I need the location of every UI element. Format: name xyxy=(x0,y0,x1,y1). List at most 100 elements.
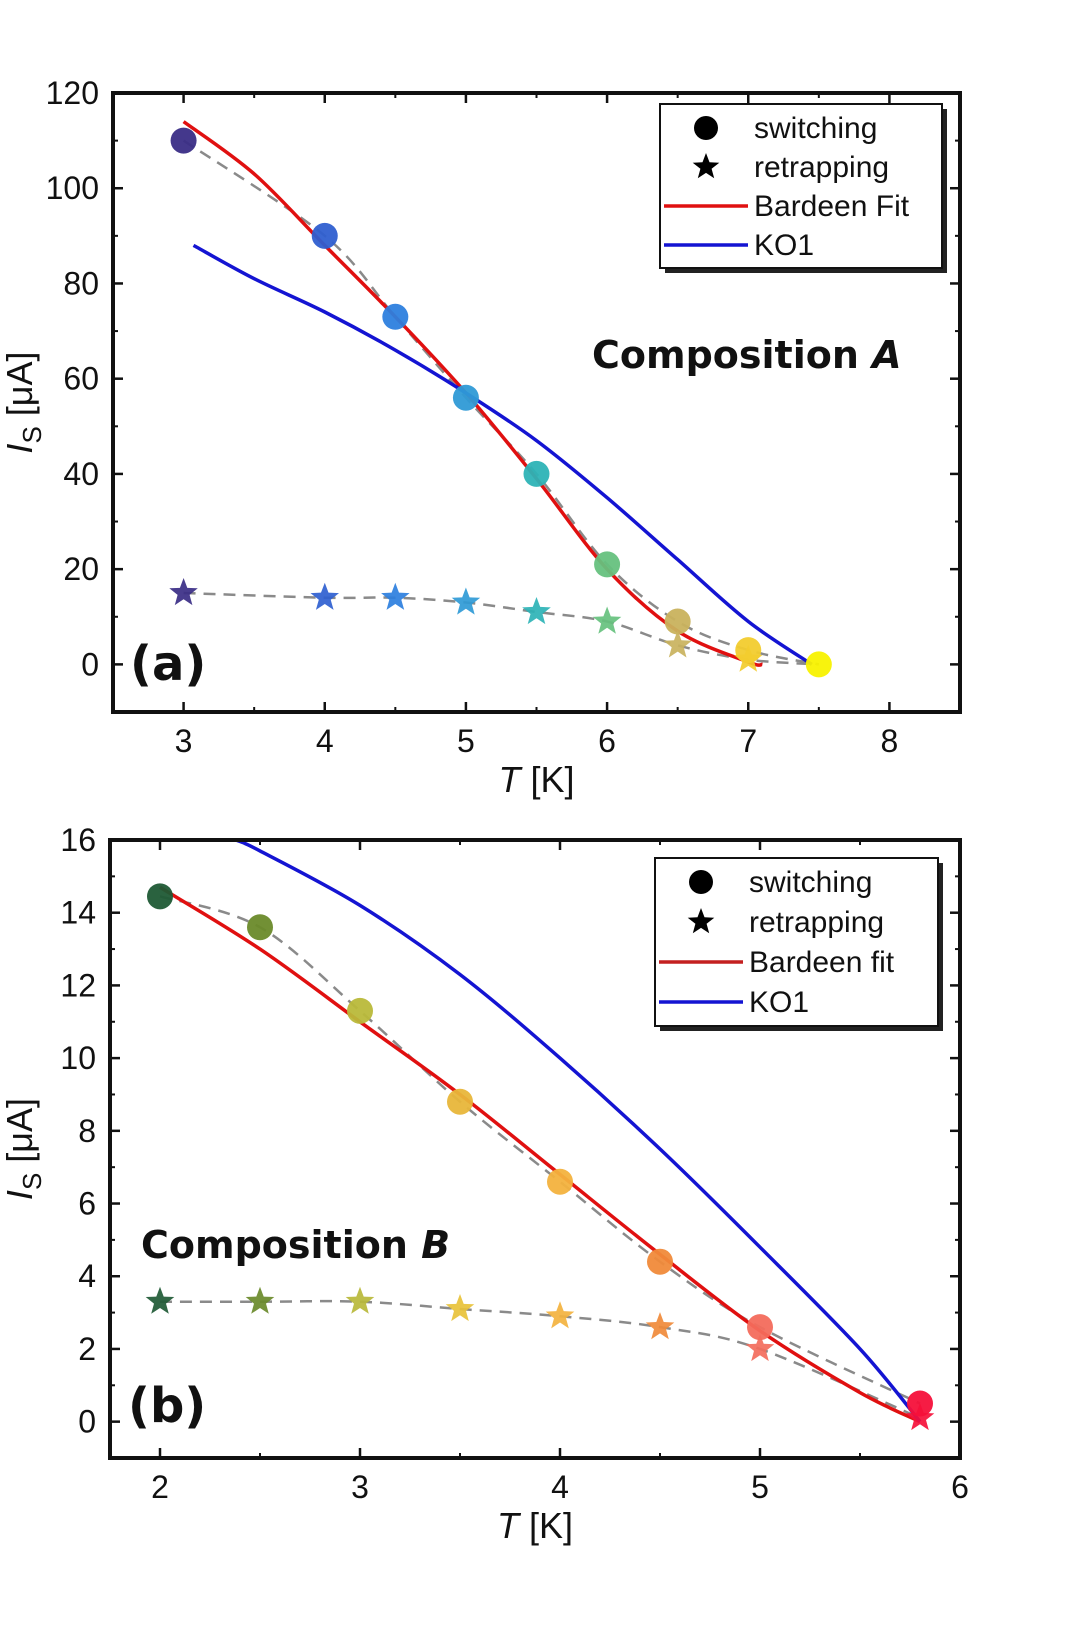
switching-point xyxy=(805,651,832,678)
y-axis-label-symbol: I xyxy=(0,444,40,454)
bardeen-fit-curve xyxy=(182,120,763,667)
x-tick-label: 5 xyxy=(457,723,475,759)
legend-retrapping-symbol xyxy=(687,908,715,934)
y-tick-label: 12 xyxy=(60,967,96,1003)
legend-retrapping-symbol xyxy=(692,153,720,179)
switching-point xyxy=(747,1314,773,1341)
retrapping-star xyxy=(745,1333,775,1362)
x-tick-label: 6 xyxy=(951,1469,969,1505)
y-axis-label-subscript: S xyxy=(17,426,47,443)
y-tick-label: 20 xyxy=(63,551,99,587)
y-axis-label: IS [μA] xyxy=(0,1098,47,1200)
switching-point xyxy=(311,222,338,249)
y-tick-label: 40 xyxy=(63,456,99,492)
composition-label-letter: A xyxy=(869,333,901,377)
retrapping-star xyxy=(522,597,551,625)
switching-point xyxy=(170,127,197,154)
legend-retrapping-label: retrapping xyxy=(749,906,884,939)
x-tick-label: 4 xyxy=(316,723,334,759)
y-axis-label-symbol: I xyxy=(0,1190,40,1200)
x-tick-label: 7 xyxy=(739,723,757,759)
retrapping-star xyxy=(545,1301,575,1329)
x-tick-label: 5 xyxy=(751,1469,769,1505)
switching-point xyxy=(523,460,550,487)
composition-label-text: Composition xyxy=(592,333,872,377)
y-tick-label: 10 xyxy=(60,1040,96,1076)
y-tick-label: 60 xyxy=(63,361,99,397)
x-tick-label: 6 xyxy=(598,723,616,759)
legend-switching-symbol xyxy=(694,116,718,140)
y-tick-label: 2 xyxy=(78,1331,96,1367)
legend-ko1-label: KO1 xyxy=(749,986,809,1019)
switching-point xyxy=(907,1390,933,1417)
ko1-curve xyxy=(235,840,922,1423)
switching-point xyxy=(247,914,273,941)
retrapping-star xyxy=(381,582,410,610)
composition-label-text: Composition xyxy=(141,1223,421,1267)
legend-switching-symbol xyxy=(689,870,713,894)
switching-point xyxy=(735,637,762,664)
ko1-curve xyxy=(192,243,813,666)
legend-ko1-label: KO1 xyxy=(754,229,814,262)
y-tick-label: 0 xyxy=(81,646,99,682)
x-axis-label-unit: [K] xyxy=(519,1505,573,1546)
legend-bardeen-fit-label: Bardeen fit xyxy=(749,946,895,979)
x-axis-label-unit: [K] xyxy=(520,759,574,800)
y-tick-label: 100 xyxy=(46,170,99,206)
switching-point xyxy=(382,303,409,330)
retrapping-star xyxy=(445,1294,475,1322)
x-tick-label: 2 xyxy=(151,1469,169,1505)
switching-point xyxy=(594,551,621,578)
legend-switching-label: switching xyxy=(749,866,872,899)
switching-point xyxy=(447,1088,473,1115)
x-axis-label-symbol: T xyxy=(498,759,523,800)
y-axis-label-unit: [μA] xyxy=(0,351,40,426)
y-axis-label: IS [μA] xyxy=(0,351,47,453)
x-tick-label: 8 xyxy=(881,723,899,759)
legend-switching-label: switching xyxy=(754,112,877,145)
retrapping-star xyxy=(645,1312,675,1340)
x-tick-label: 4 xyxy=(551,1469,569,1505)
retrapping-star xyxy=(905,1403,935,1431)
switching-point xyxy=(664,608,691,635)
y-tick-label: 4 xyxy=(78,1258,96,1294)
y-tick-label: 80 xyxy=(63,265,99,301)
retrapping-star xyxy=(345,1286,375,1314)
panel-label: (a) xyxy=(130,636,206,692)
x-axis-label: T [K] xyxy=(497,1505,573,1546)
retrapping-star xyxy=(310,582,339,610)
y-tick-label: 0 xyxy=(78,1404,96,1440)
y-axis-label-unit: [μA] xyxy=(0,1098,40,1173)
legend-retrapping-label: retrapping xyxy=(754,151,889,184)
y-tick-label: 6 xyxy=(78,1186,96,1222)
plot-frame xyxy=(108,838,962,1460)
retrapping-star xyxy=(592,606,622,634)
retrapping-star xyxy=(169,578,198,606)
legend: switching retrapping Bardeen fit KO1 xyxy=(654,857,943,1031)
composition-label: Composition A xyxy=(592,333,902,377)
panel-label: (b) xyxy=(128,1378,206,1434)
composition-label-letter: B xyxy=(421,1223,450,1267)
y-axis-label-subscript: S xyxy=(17,1173,47,1190)
composition-label: Composition B xyxy=(141,1223,450,1267)
y-tick-label: 120 xyxy=(46,75,99,111)
legend-bardeen-fit-label: Bardeen Fit xyxy=(754,190,910,223)
retrapping-star xyxy=(663,630,692,658)
x-axis-label-symbol: T xyxy=(497,1505,522,1546)
x-axis-label: T [K] xyxy=(498,759,574,800)
switching-point xyxy=(452,384,479,411)
panel-b: 2 3 4 5 6 0 2 4 6 8 10 12 14 16 T [K] IS [μA] switching r… xyxy=(0,822,969,1546)
retrapping-star xyxy=(451,587,481,615)
switching-point xyxy=(547,1168,573,1195)
legend: switching retrapping Bardeen Fit KO1 xyxy=(659,103,947,273)
y-tick-label: 16 xyxy=(60,822,96,858)
switching-point xyxy=(147,883,173,910)
y-tick-label: 8 xyxy=(78,1113,96,1149)
switching-point xyxy=(647,1248,673,1275)
y-tick-label: 14 xyxy=(60,895,96,931)
plot-frame xyxy=(111,91,962,714)
x-tick-label: 3 xyxy=(175,723,193,759)
